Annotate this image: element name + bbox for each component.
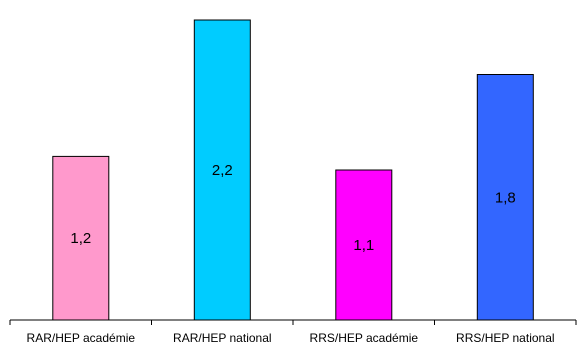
x-axis-category-label: RRS/HEP national [456,331,555,345]
bar-2 [193,19,251,321]
bar-value-label: 1,8 [495,189,516,206]
bar-4 [476,74,534,321]
bar-value-label: 2,2 [212,162,233,179]
bar-1 [52,155,110,321]
value-labels-group: 1,2 2,2 1,1 1,8 [70,162,515,254]
x-axis-category-label: RAR/HEP académie [27,331,136,345]
x-axis-labels-group: RAR/HEP académie RAR/HEP national RRS/HEP … [27,331,555,345]
bar-value-label: 1,1 [353,237,374,254]
bar-3 [335,169,393,321]
bars-group [52,19,534,321]
x-axis-category-label: RAR/HEP national [173,331,272,345]
x-axis-category-label: RRS/HEP académie [310,331,419,345]
bar-value-label: 1,2 [70,230,91,247]
x-axis-ticks-group [9,320,577,325]
